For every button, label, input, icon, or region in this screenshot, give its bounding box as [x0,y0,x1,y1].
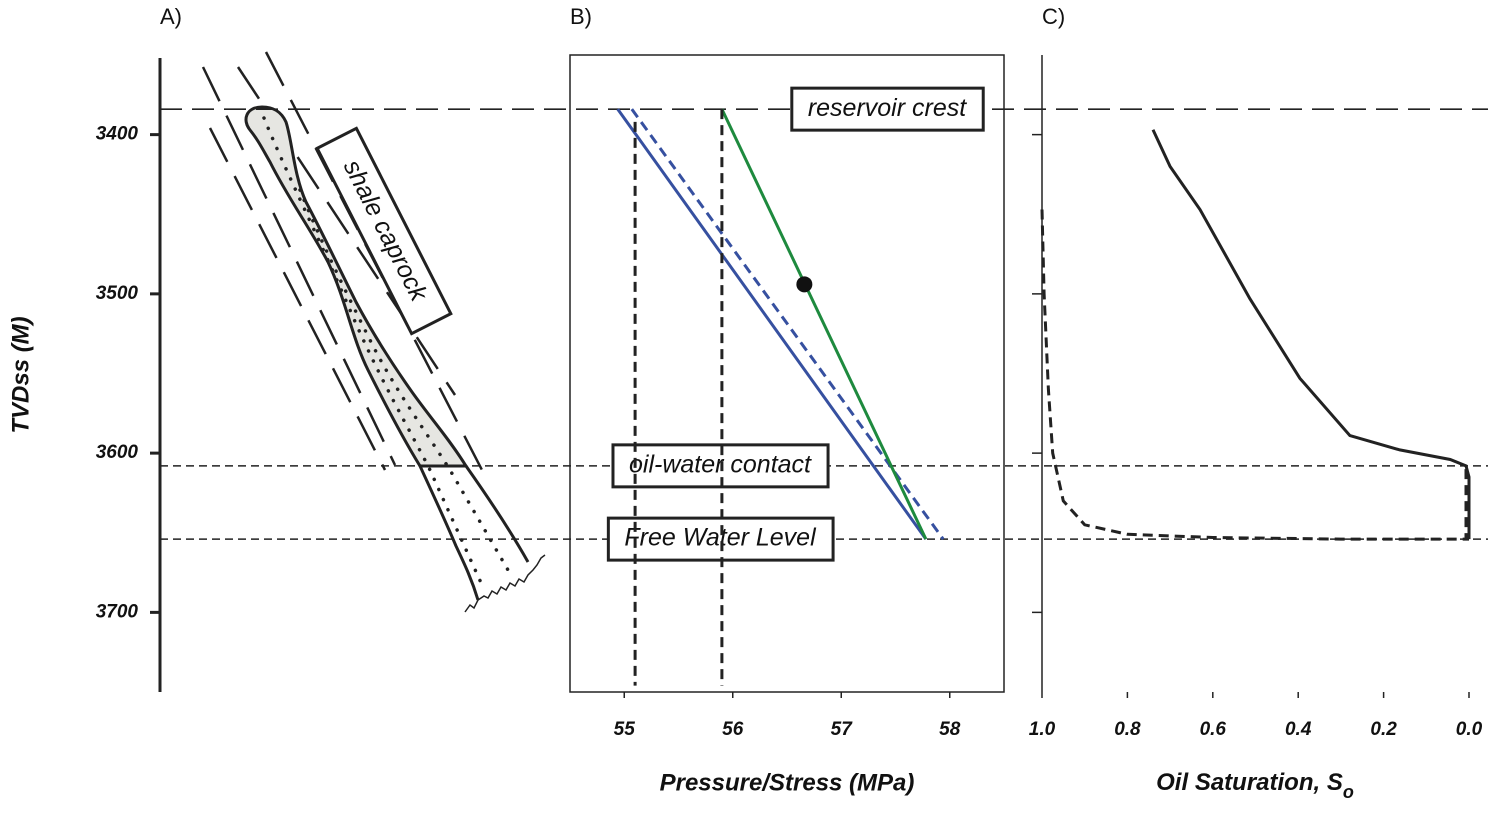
x-tick-label: 56 [722,719,744,740]
x-tick-label: 0.8 [1114,719,1141,740]
horizon-label-box [790,86,985,132]
x-axis-title-subscript: o [1343,782,1354,802]
panel-label: C) [1042,4,1065,29]
data-line [1151,129,1471,540]
data-line [1040,209,1469,541]
x-axis-title: Pressure/Stress (MPa) [660,769,915,796]
panel-label: B) [570,4,592,29]
x-tick-label: 0.4 [1285,719,1312,740]
x-axis-title: Oil Saturation, So [1156,769,1354,801]
data-line [616,108,928,540]
y-tick-label: 3500 [96,283,139,304]
x-tick-label: 58 [939,719,961,740]
data-point [796,276,813,293]
caprock-schematic [201,51,546,613]
y-tick-label: 3700 [96,601,139,622]
x-tick-label: 0.0 [1456,719,1483,740]
y-tick-label: 3600 [96,442,139,463]
data-line [630,108,945,540]
y-axis-title: TVDss (M) [7,316,34,433]
panel-label: A) [160,4,182,29]
x-axis-title-text: Oil Saturation, S [1156,769,1343,796]
x-tick-label: 1.0 [1029,719,1056,740]
x-tick-label: 57 [831,719,854,740]
data-line [720,108,928,540]
x-tick-label: 0.6 [1200,719,1227,740]
panel-frame [569,54,1005,693]
y-tick-label: 3400 [96,124,139,145]
horizon-label: reservoir crest [808,94,967,122]
x-tick-label: 55 [614,719,636,740]
x-tick-label: 0.2 [1370,719,1397,740]
